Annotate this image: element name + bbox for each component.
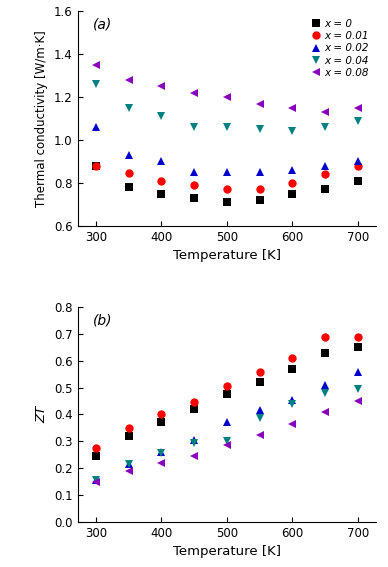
Y-axis label: ZT: ZT	[36, 406, 48, 423]
Legend: x = 0, x = 0.01, x = 0.02, x = 0.04, x = 0.08: x = 0, x = 0.01, x = 0.02, x = 0.04, x =…	[309, 16, 371, 80]
Text: (a): (a)	[93, 18, 112, 32]
X-axis label: Temperature [K]: Temperature [K]	[173, 249, 281, 262]
X-axis label: Temperature [K]: Temperature [K]	[173, 545, 281, 558]
Text: (b): (b)	[93, 314, 112, 328]
Y-axis label: Thermal conductivity [W/m·K]: Thermal conductivity [W/m·K]	[35, 30, 48, 207]
